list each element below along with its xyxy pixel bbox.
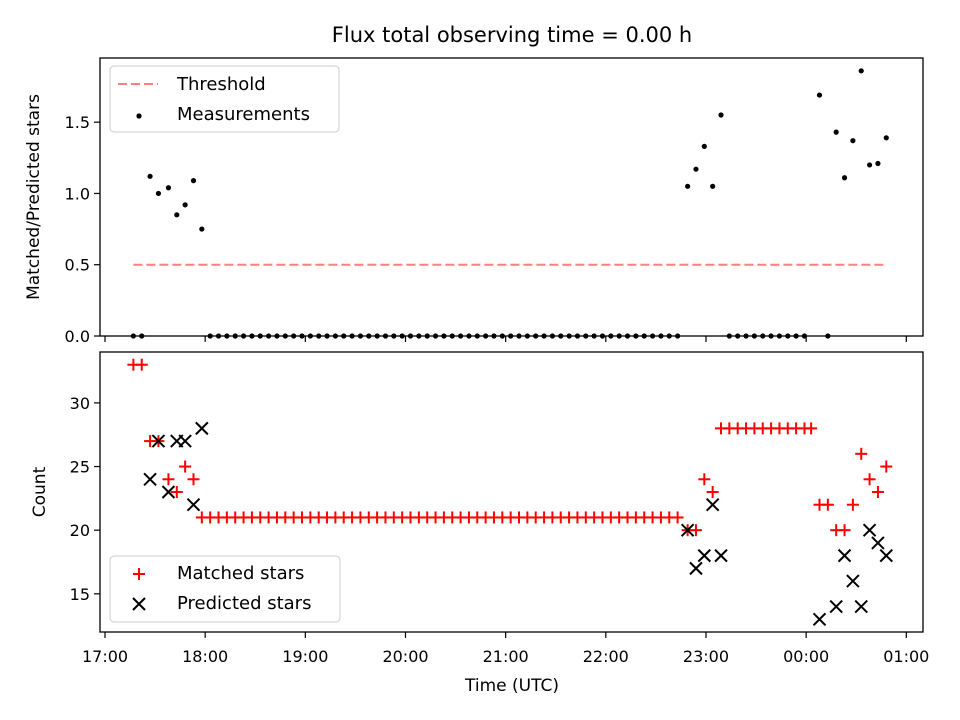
measurement-point [199,226,205,232]
ratio-y-axis: 0.0 0.5 1.0 1.5 [65,113,100,346]
matched-star-marker [706,486,719,498]
count-x-tick-label: 20:00 [382,647,428,666]
predicted-star-marker [186,498,201,512]
count-x-tick-label: 21:00 [483,647,529,666]
measurement-point [693,166,699,172]
measurement-point [710,183,716,189]
measurement-point [701,143,707,149]
predicted-star-marker [143,472,157,486]
measurement-point [816,92,823,98]
count-x-tick-label: 01:00 [883,647,929,666]
measurement-point [190,178,197,184]
matched-star-marker [698,473,711,486]
predicted-star-marker [705,498,720,512]
matched-star-marker [846,498,859,511]
measurement-point [718,112,724,118]
matched-star-marker [838,524,851,537]
predicted-legend-swatch [132,597,146,611]
count-y-tick-label: 25 [70,458,90,477]
count-x-tick-label: 00:00 [783,647,829,666]
measurement-point [685,183,691,189]
ratio-y-tick-label: 1.0 [65,184,90,203]
predicted-star-marker [829,599,843,614]
measurement-point [833,129,839,135]
matched-star-marker [135,358,148,371]
predicted-star-marker [151,434,166,448]
ratio-y-tick-label: 1.5 [65,113,90,132]
ratio-y-tick-label: 0.5 [65,256,90,275]
threshold-legend-label: Threshold [176,74,266,95]
measurement-point [858,68,864,74]
measurement-point [850,138,856,144]
ratio-x-axis [104,336,907,342]
measurement-point [174,212,180,218]
matched-star-marker [187,473,200,486]
x-axis-label: Time (UTC) [464,676,559,696]
matched-star-marker [855,447,868,460]
predicted-star-marker [812,612,827,626]
measurement-point [883,135,889,141]
count-x-tick-label: 17:00 [82,647,128,666]
measurements-legend-swatch [136,113,142,119]
matched-star-marker [170,486,183,498]
matched-star-marker [162,473,175,486]
ratio-axes-frame [99,57,924,337]
count-y-tick-label: 15 [70,585,90,604]
predicted-star-marker [837,548,852,563]
measurements-legend-label: Measurements [177,104,310,125]
predicted-star-marker [161,485,176,499]
count-x-tick-label: 19:00 [282,647,328,666]
predicted-star-marker [697,548,712,563]
count-axes-frame [99,351,924,633]
count-y-axis: 15 20 25 30 [70,394,100,604]
predicted-star-marker [846,574,860,588]
measurement-point [147,173,153,179]
matched-star-marker [179,460,192,473]
count-x-tick-label: 18:00 [182,647,228,666]
count-y-tick-label: 20 [70,521,90,540]
count-x-axis: 17:00 18:00 19:00 20:00 21:00 22:00 23:00 00:00… [82,632,929,666]
matched-star-marker [671,511,684,524]
matched-star-marker [689,524,702,537]
count-plot-area [127,358,893,626]
count-legend-box [109,555,341,623]
predicted-star-marker [862,523,877,537]
predicted-star-marker [689,561,703,576]
measurement-point [841,175,848,181]
matched-star-marker [871,486,884,498]
predicted-star-marker [871,536,885,550]
ratio-y-label: Matched/Predicted stars [24,94,44,300]
count-panel: 15 20 25 30 17:00 18:00 19:00 20:00 21:00 22:00 2… [30,351,929,696]
predicted-star-marker [680,523,695,537]
measurement-point [866,162,873,168]
ratio-legend: Threshold Measurements [109,65,340,133]
count-y-label: Count [30,466,50,517]
matched-star-marker [805,422,818,435]
predicted-star-marker [854,599,868,614]
matched-star-marker [880,460,893,473]
measurement-point [182,202,188,208]
matched-legend-label: Matched stars [177,563,304,584]
count-x-tick-label: 23:00 [683,647,729,666]
count-y-tick-label: 30 [70,394,90,413]
ratio-panel: 0.0 0.5 1.0 1.5 Matched/Predicted stars Thr… [24,57,924,346]
count-x-tick-label: 22:00 [583,647,629,666]
predicted-legend-label: Predicted stars [177,593,311,614]
measurement-point [165,185,172,191]
measurement-point [875,160,881,167]
ratio-legend-box [109,65,340,133]
matched-star-marker [863,473,876,486]
matched-star-marker [821,498,834,511]
count-legend: Matched stars Predicted stars [109,555,341,623]
ratio-y-tick-label: 0.0 [65,327,90,346]
predicted-star-marker [714,548,728,563]
predicted-star-marker [178,434,192,448]
predicted-star-marker [879,548,893,563]
measurement-point [155,190,162,197]
chart-title: Flux total observing time = 0.00 h [332,23,692,47]
matched-legend-swatch [133,568,145,580]
predicted-star-marker [195,421,209,436]
